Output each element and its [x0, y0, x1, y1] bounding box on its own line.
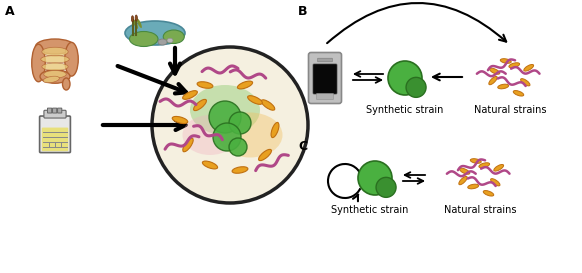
Ellipse shape	[133, 19, 138, 29]
Ellipse shape	[183, 138, 193, 152]
Ellipse shape	[44, 70, 66, 78]
Ellipse shape	[509, 63, 520, 68]
Ellipse shape	[194, 99, 207, 111]
Ellipse shape	[460, 168, 470, 174]
Ellipse shape	[521, 79, 530, 86]
Ellipse shape	[32, 44, 45, 82]
Text: C: C	[298, 140, 307, 153]
Text: A: A	[5, 5, 15, 18]
Ellipse shape	[271, 122, 279, 138]
Ellipse shape	[42, 63, 68, 70]
Text: Synthetic strain: Synthetic strain	[366, 105, 443, 115]
Circle shape	[229, 112, 251, 134]
Ellipse shape	[125, 21, 185, 45]
Ellipse shape	[183, 115, 237, 155]
Ellipse shape	[65, 42, 78, 76]
Text: Natural strains: Natural strains	[443, 205, 516, 215]
Ellipse shape	[218, 112, 282, 158]
FancyBboxPatch shape	[42, 127, 68, 151]
Ellipse shape	[468, 184, 478, 189]
FancyBboxPatch shape	[58, 108, 62, 113]
Circle shape	[209, 101, 241, 133]
Circle shape	[376, 177, 396, 197]
Ellipse shape	[197, 82, 213, 88]
Ellipse shape	[172, 117, 188, 124]
Ellipse shape	[247, 96, 262, 104]
Ellipse shape	[190, 85, 260, 135]
Ellipse shape	[137, 19, 142, 28]
Ellipse shape	[494, 164, 503, 171]
Circle shape	[358, 161, 392, 195]
Ellipse shape	[261, 100, 275, 110]
Text: Natural strains: Natural strains	[474, 105, 546, 115]
Ellipse shape	[524, 64, 534, 71]
Ellipse shape	[62, 78, 70, 90]
FancyBboxPatch shape	[313, 64, 337, 94]
FancyBboxPatch shape	[48, 108, 52, 113]
Ellipse shape	[36, 39, 74, 54]
FancyBboxPatch shape	[44, 110, 66, 118]
Ellipse shape	[498, 84, 509, 89]
Ellipse shape	[183, 91, 197, 99]
Ellipse shape	[501, 59, 511, 63]
Ellipse shape	[489, 68, 500, 74]
Ellipse shape	[491, 179, 500, 186]
Ellipse shape	[258, 149, 271, 161]
Text: B: B	[298, 5, 307, 18]
Circle shape	[388, 61, 422, 95]
Ellipse shape	[158, 39, 167, 45]
Ellipse shape	[132, 16, 134, 22]
Ellipse shape	[41, 55, 69, 63]
Circle shape	[152, 47, 308, 203]
FancyBboxPatch shape	[52, 108, 56, 113]
FancyBboxPatch shape	[308, 52, 342, 103]
Ellipse shape	[130, 31, 158, 46]
Ellipse shape	[163, 30, 184, 43]
Ellipse shape	[135, 15, 137, 21]
Ellipse shape	[43, 76, 59, 83]
Ellipse shape	[237, 81, 253, 89]
Ellipse shape	[489, 76, 497, 85]
FancyBboxPatch shape	[318, 58, 332, 62]
Ellipse shape	[483, 191, 494, 196]
Ellipse shape	[232, 167, 248, 173]
Ellipse shape	[459, 176, 467, 185]
Ellipse shape	[513, 91, 524, 96]
Ellipse shape	[470, 159, 481, 163]
Ellipse shape	[42, 47, 68, 56]
Ellipse shape	[40, 70, 70, 83]
FancyBboxPatch shape	[40, 116, 70, 153]
FancyBboxPatch shape	[317, 93, 333, 99]
Ellipse shape	[479, 163, 489, 168]
Ellipse shape	[167, 38, 173, 43]
Circle shape	[229, 138, 247, 156]
Circle shape	[213, 123, 241, 151]
Text: Synthetic strain: Synthetic strain	[331, 205, 409, 215]
Ellipse shape	[203, 161, 218, 169]
Circle shape	[406, 77, 426, 97]
